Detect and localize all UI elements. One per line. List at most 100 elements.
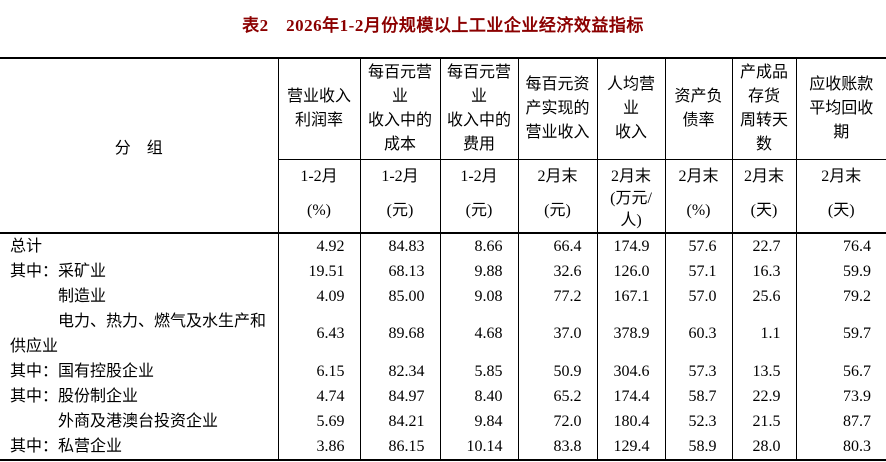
value-cell: 180.4 xyxy=(596,409,665,434)
value-cell: 167.1 xyxy=(596,284,665,309)
period-unit-cell: 2月末 (元) xyxy=(517,159,597,234)
value-cell: 378.9 xyxy=(596,309,665,359)
table-row: 电力、热力、燃气及水生产和供应业 6.43 89.68 4.68 37.0 378.9 6… xyxy=(0,309,886,359)
value-cell: 129.4 xyxy=(596,434,665,460)
period-label: 2月末 xyxy=(678,168,719,185)
row-label: 其中：采矿业 xyxy=(10,263,107,280)
value-cell: 50.9 xyxy=(517,359,597,384)
value-cell: 37.0 xyxy=(517,309,597,359)
value-cell: 89.68 xyxy=(359,309,440,359)
table-row: 总计 4.92 84.83 8.66 66.4 174.9 57.6 22.7 76.4 xyxy=(0,233,886,259)
row-label: 其中：私营企业 xyxy=(10,438,123,455)
column-header-profit-rate: 营业收入 利润率 xyxy=(277,58,360,160)
table-row: 外商及港澳台投资企业 5.69 84.21 9.84 72.0 180.4 52.3 21.… xyxy=(0,409,886,434)
value-cell: 5.69 xyxy=(277,409,360,434)
value-cell: 4.92 xyxy=(277,233,360,259)
value-cell: 6.43 xyxy=(277,309,360,359)
value-cell: 22.7 xyxy=(731,233,796,259)
value-cell: 25.6 xyxy=(731,284,796,309)
page-title: 表2 2026年1-2月份规模以上工业企业经济效益指标 xyxy=(242,16,644,35)
period-label: 2月末 xyxy=(537,168,578,185)
value-cell: 4.74 xyxy=(277,384,360,409)
value-cell: 13.5 xyxy=(731,359,796,384)
period-unit-cell: 1-2月 (元) xyxy=(439,159,518,234)
column-header-cost-per-100: 每百元营 业 收入中的 成本 xyxy=(359,58,440,160)
unit-label: (元) xyxy=(386,202,414,219)
value-cell: 5.85 xyxy=(439,359,518,384)
value-cell: 174.4 xyxy=(596,384,665,409)
value-cell: 9.84 xyxy=(439,409,518,434)
value-cell: 87.7 xyxy=(795,409,886,434)
value-cell: 84.21 xyxy=(359,409,440,434)
column-header-revenue-per-asset: 每百元资 产实现的 营业收入 xyxy=(517,58,597,160)
period-unit-cell: 2月末 (万元/ 人) xyxy=(596,159,665,234)
value-cell: 60.3 xyxy=(664,309,732,359)
row-label: 制造业 xyxy=(58,288,107,305)
value-cell: 86.15 xyxy=(359,434,440,460)
value-cell: 3.86 xyxy=(277,434,360,460)
period-label: 1-2月 xyxy=(381,168,419,185)
table-body: 总计 4.92 84.83 8.66 66.4 174.9 57.6 22.7 76.4 其中… xyxy=(0,233,886,460)
table-row: 其中：私营企业 3.86 86.15 10.14 83.8 129.4 58.9 28.0 8… xyxy=(0,434,886,460)
period-unit-cell: 2月末 (%) xyxy=(664,159,732,234)
header-name-row: 分 组 营业收入 利润率 每百元营 业 收入中的 成本 每百元营 业 收入中的 … xyxy=(0,58,886,234)
value-cell: 28.0 xyxy=(731,434,796,460)
value-cell: 10.14 xyxy=(439,434,518,460)
value-cell: 126.0 xyxy=(596,259,665,284)
value-cell: 174.9 xyxy=(596,233,665,259)
value-cell: 22.9 xyxy=(731,384,796,409)
value-cell: 16.3 xyxy=(731,259,796,284)
value-cell: 85.00 xyxy=(359,284,440,309)
unit-label: (%) xyxy=(307,202,331,219)
unit-label: (元) xyxy=(465,202,493,219)
value-cell: 57.3 xyxy=(664,359,732,384)
value-cell: 52.3 xyxy=(664,409,732,434)
column-header-receivables-period: 应收账款 平均回收 期 xyxy=(795,58,886,160)
table-header: 分 组 营业收入 利润率 每百元营 业 收入中的 成本 每百元营 业 收入中的 … xyxy=(0,58,886,234)
column-header-expense-per-100: 每百元营 业 收入中的 费用 xyxy=(439,58,518,160)
period-label: 1-2月 xyxy=(300,168,338,185)
value-cell: 56.7 xyxy=(795,359,886,384)
period-label: 1-2月 xyxy=(460,168,498,185)
value-cell: 59.7 xyxy=(795,309,886,359)
value-cell: 66.4 xyxy=(517,233,597,259)
unit-label: (%) xyxy=(686,202,711,219)
row-label: 其中：股份制企业 xyxy=(10,388,139,405)
unit-label: (万元/ 人) xyxy=(610,190,652,229)
value-cell: 58.9 xyxy=(664,434,732,460)
value-cell: 58.7 xyxy=(664,384,732,409)
column-header-debt-ratio: 资产负 债率 xyxy=(664,58,732,160)
period-unit-cell: 1-2月 (元) xyxy=(359,159,440,234)
value-cell: 82.34 xyxy=(359,359,440,384)
column-header-inventory-turnover: 产成品 存货 周转天 数 xyxy=(731,58,796,160)
value-cell: 57.1 xyxy=(664,259,732,284)
value-cell: 76.4 xyxy=(795,233,886,259)
period-unit-cell: 2月末 (天) xyxy=(731,159,796,234)
table-row: 制造业 4.09 85.00 9.08 77.2 167.1 57.0 25.6 79.2 xyxy=(0,284,886,309)
value-cell: 68.13 xyxy=(359,259,440,284)
value-cell: 83.8 xyxy=(517,434,597,460)
value-cell: 21.5 xyxy=(731,409,796,434)
value-cell: 79.2 xyxy=(795,284,886,309)
value-cell: 9.88 xyxy=(439,259,518,284)
row-label: 外商及港澳台投资企业 xyxy=(58,413,219,430)
period-label: 2月末 xyxy=(743,168,784,185)
table-row: 其中：采矿业 19.51 68.13 9.88 32.6 126.0 57.1 16.3 59… xyxy=(0,259,886,284)
unit-label: (元) xyxy=(544,202,571,219)
unit-label: (天) xyxy=(750,202,778,219)
value-cell: 57.6 xyxy=(664,233,732,259)
value-cell: 304.6 xyxy=(596,359,665,384)
value-cell: 4.68 xyxy=(439,309,518,359)
value-cell: 65.2 xyxy=(517,384,597,409)
period-unit-cell: 2月末 (天) xyxy=(795,159,886,234)
value-cell: 72.0 xyxy=(517,409,597,434)
table-row: 其中：股份制企业 4.74 84.97 8.40 65.2 174.4 58.7 22.9 7… xyxy=(0,384,886,409)
column-header-revenue-per-capita: 人均营 业 收入 xyxy=(596,58,665,160)
value-cell: 57.0 xyxy=(664,284,732,309)
row-label: 其中：国有控股企业 xyxy=(10,363,155,380)
value-cell: 32.6 xyxy=(517,259,597,284)
value-cell: 84.97 xyxy=(359,384,440,409)
value-cell: 77.2 xyxy=(517,284,597,309)
value-cell: 73.9 xyxy=(795,384,886,409)
value-cell: 9.08 xyxy=(439,284,518,309)
